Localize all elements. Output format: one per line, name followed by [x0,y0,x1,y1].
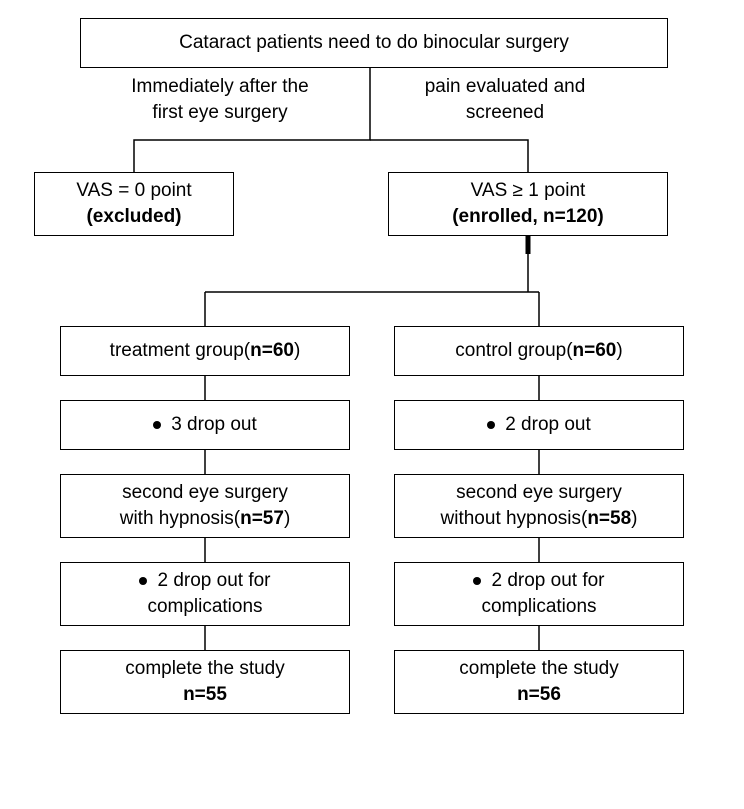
branch-right-l1: pain evaluated and [425,76,586,97]
excluded-l2: (excluded) [86,204,181,230]
node-c-drop1: 2 drop out [394,400,684,450]
node-treatment: treatment group(n=60) [60,326,350,376]
branch-right-l2: screened [466,102,544,123]
enrolled-l1: VAS ≥ 1 point [471,178,586,204]
excluded-l1: VAS = 0 point [76,178,191,204]
t-second-l2: with hypnosis(n=57) [120,506,291,532]
bullet-icon [487,421,495,429]
t-drop2-row: 2 drop out for [139,568,270,594]
node-t-drop2: 2 drop out for complications [60,562,350,626]
c-drop2-row: 2 drop out for [473,568,604,594]
node-excluded: VAS = 0 point (excluded) [34,172,234,236]
enrolled-l2: (enrolled, n=120) [452,204,604,230]
bullet-icon [139,577,147,585]
node-c-drop2: 2 drop out for complications [394,562,684,626]
bullet-icon [153,421,161,429]
node-top: Cataract patients need to do binocular s… [80,18,668,68]
c-drop1-row: 2 drop out [487,412,591,438]
c-second-l2: without hypnosis(n=58) [441,506,638,532]
branch-label-left: Immediately after the first eye surgery [90,74,350,125]
t-drop1-row: 3 drop out [153,412,257,438]
node-t-drop1: 3 drop out [60,400,350,450]
branch-left-l1: Immediately after the [131,76,308,97]
node-top-text: Cataract patients need to do binocular s… [179,30,569,56]
connector-line [370,140,528,172]
control-text: control group(n=60) [455,338,622,364]
node-control: control group(n=60) [394,326,684,376]
branch-label-right: pain evaluated and screened [380,74,630,125]
node-enrolled: VAS ≥ 1 point (enrolled, n=120) [388,172,668,236]
node-c-second: second eye surgery without hypnosis(n=58… [394,474,684,538]
node-c-complete: complete the study n=56 [394,650,684,714]
bullet-icon [473,577,481,585]
branch-left-l2: first eye surgery [152,102,287,123]
node-t-second: second eye surgery with hypnosis(n=57) [60,474,350,538]
treatment-text: treatment group(n=60) [110,338,301,364]
node-t-complete: complete the study n=55 [60,650,350,714]
